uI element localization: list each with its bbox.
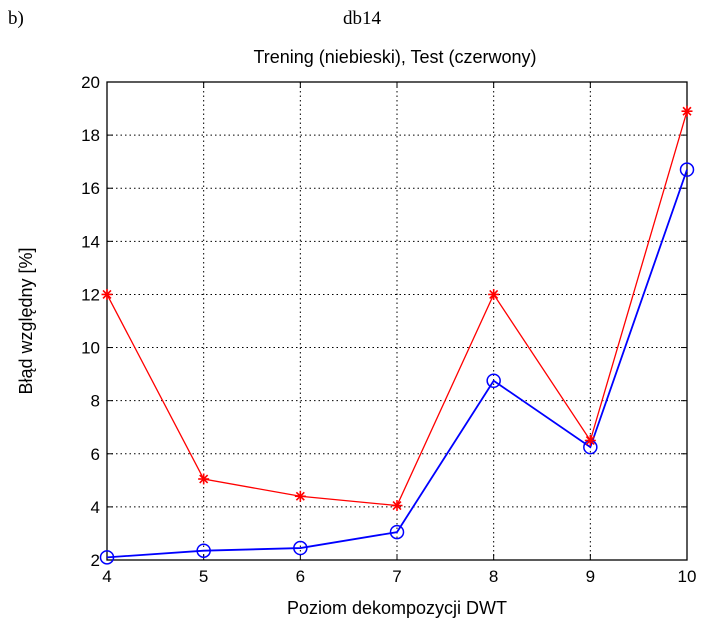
chart-title: Trening (niebieski), Test (czerwony) [253, 47, 536, 67]
y-tick-label: 18 [81, 126, 100, 145]
y-tick-label: 2 [91, 551, 100, 570]
y-tick-label: 6 [91, 445, 100, 464]
x-tick-label: 4 [102, 567, 111, 586]
x-tick-label: 9 [586, 567, 595, 586]
series-line-circle [106, 169, 688, 559]
y-tick-label: 12 [81, 285, 100, 304]
y-tick-label: 10 [81, 339, 100, 358]
y-tick-label: 20 [81, 73, 100, 92]
x-tick-label: 5 [199, 567, 208, 586]
y-tick-label: 8 [91, 392, 100, 411]
series-group [99, 105, 695, 565]
data-point-circle [679, 162, 695, 177]
data-point-star [391, 500, 403, 512]
data-point-circle [293, 540, 308, 556]
grid [107, 82, 687, 560]
x-tick-label: 8 [489, 567, 498, 586]
data-point-star [198, 473, 210, 485]
data-point-star [488, 288, 500, 300]
x-tick-label: 7 [392, 567, 401, 586]
data-point-star [681, 105, 693, 117]
x-tick-label: 6 [296, 567, 305, 586]
data-point-star [101, 288, 113, 300]
data-point-circle [196, 543, 211, 558]
y-tick-label: 16 [81, 179, 100, 198]
data-point-circle [99, 550, 115, 565]
figure-caption-title: db14 [343, 8, 381, 29]
y-tick-label: 14 [81, 232, 100, 251]
data-point-star [584, 435, 596, 446]
panel-label: b) [8, 8, 24, 29]
data-point-star [294, 490, 306, 502]
x-tick-label: 10 [678, 567, 697, 586]
y-tick-label: 4 [91, 498, 100, 517]
y-axis-label: Błąd względny [%] [16, 247, 36, 394]
x-axis-label: Poziom dekompozycji DWT [287, 598, 507, 618]
data-point-circle [389, 524, 405, 540]
data-point-circle [486, 373, 501, 388]
